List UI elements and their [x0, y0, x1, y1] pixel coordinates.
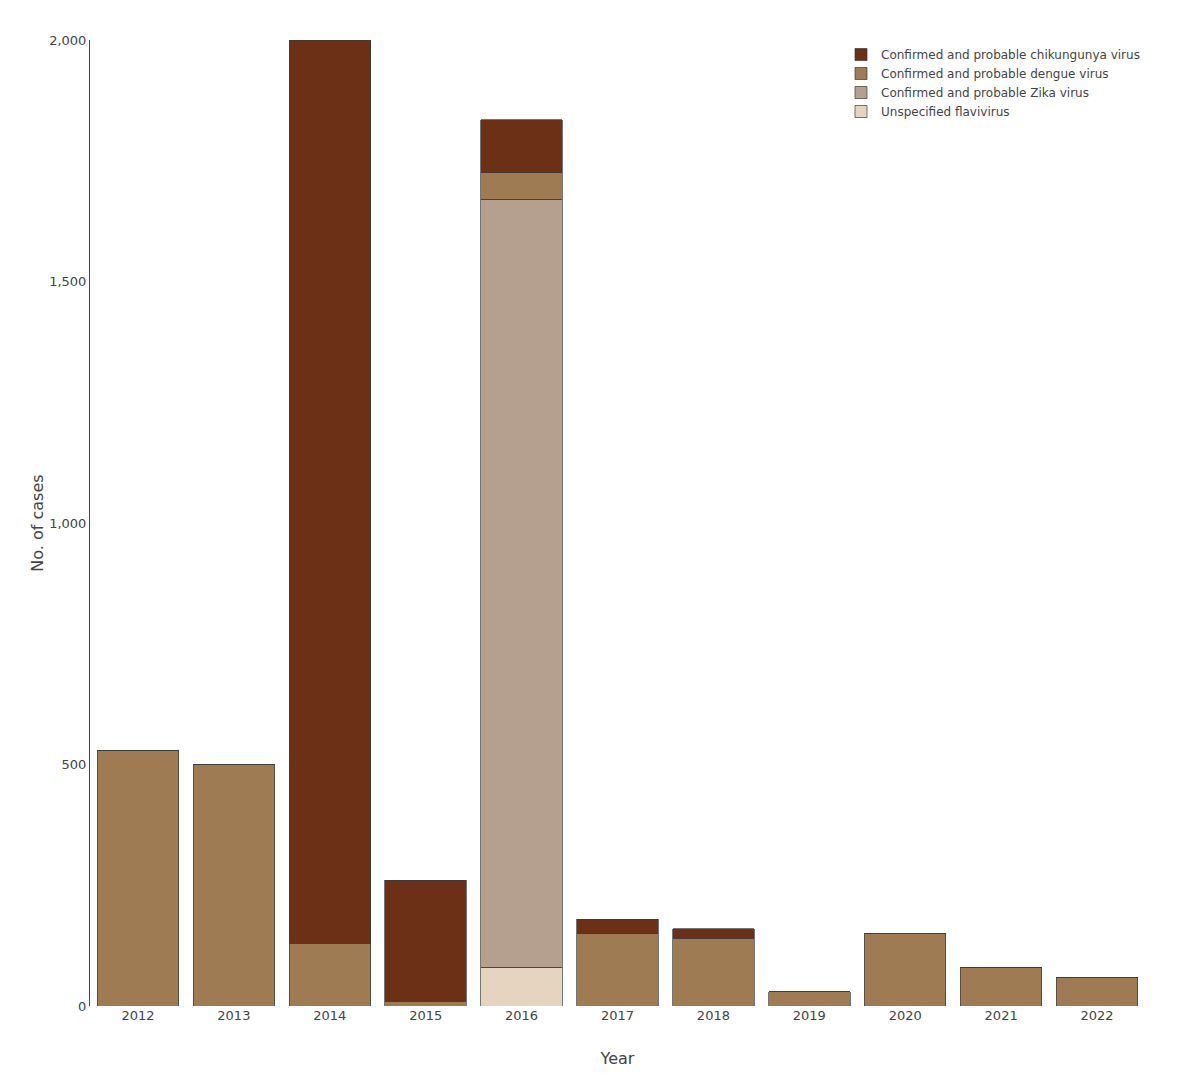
- svg-text:1,500: 1,500: [49, 274, 86, 289]
- svg-text:500: 500: [62, 757, 87, 772]
- svg-text:Year: Year: [600, 1049, 635, 1068]
- svg-text:0: 0: [78, 999, 86, 1014]
- svg-text:Confirmed and probable Zika vi: Confirmed and probable Zika virus: [881, 86, 1089, 100]
- svg-text:2019: 2019: [793, 1008, 826, 1023]
- svg-text:2014: 2014: [313, 1008, 346, 1023]
- svg-text:2022: 2022: [1081, 1008, 1114, 1023]
- svg-text:2015: 2015: [409, 1008, 442, 1023]
- svg-text:Confirmed and probable dengue: Confirmed and probable dengue virus: [881, 67, 1109, 81]
- svg-text:1,000: 1,000: [49, 516, 86, 531]
- svg-text:2021: 2021: [985, 1008, 1018, 1023]
- svg-text:2016: 2016: [505, 1008, 538, 1023]
- svg-text:2020: 2020: [889, 1008, 922, 1023]
- svg-text:2013: 2013: [217, 1008, 250, 1023]
- svg-text:Confirmed and probable chikung: Confirmed and probable chikungunya virus: [881, 48, 1140, 62]
- svg-text:2018: 2018: [697, 1008, 730, 1023]
- svg-text:Unspecified flavivirus: Unspecified flavivirus: [881, 105, 1010, 119]
- svg-text:No. of cases: No. of cases: [28, 474, 47, 571]
- svg-text:2012: 2012: [121, 1008, 154, 1023]
- svg-text:2,000: 2,000: [49, 33, 86, 48]
- svg-text:2017: 2017: [601, 1008, 634, 1023]
